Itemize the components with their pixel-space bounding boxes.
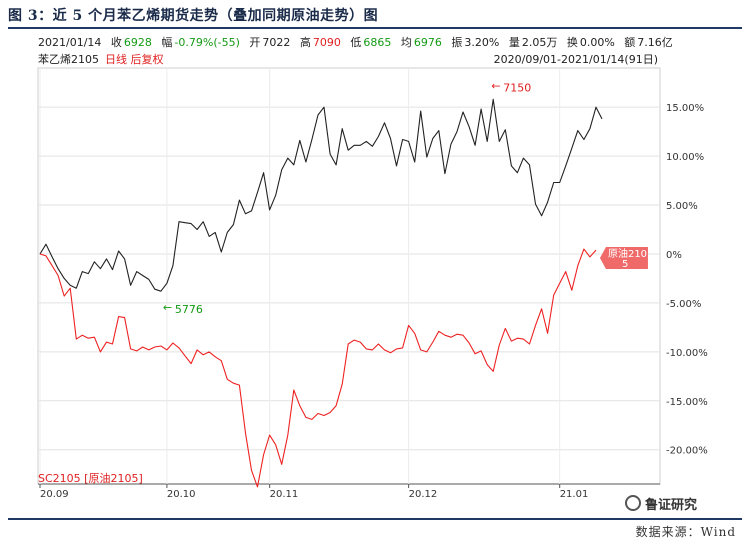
high-label: 高 — [299, 36, 311, 49]
y-tick-label: -10.00% — [666, 348, 708, 359]
y-tick-label: 5.00% — [666, 201, 698, 212]
x-tick-label: 20.11 — [270, 489, 299, 500]
open-label: 开 — [249, 36, 261, 49]
figure-title: 图 3：近 5 个月苯乙烯期货走势（叠加同期原油走势）图 — [8, 8, 379, 24]
x-tick-label: 20.10 — [167, 489, 196, 500]
series-lines — [39, 98, 603, 488]
high-value-label: 7150 — [503, 81, 531, 94]
quote-info-bar: 2021/01/14 收 6928 幅 -0.79%(-55) 开 7022 高 709… — [38, 34, 679, 50]
y-tick-label: 10.00% — [666, 152, 704, 163]
high-arrow-icon: ← — [491, 79, 500, 92]
x-tick-label: 21.01 — [560, 489, 589, 500]
y-tick-label: -5.00% — [666, 299, 701, 310]
y-tick-label: -15.00% — [666, 397, 708, 408]
date-range: 2020/09/01-2021/01/14(91日) — [493, 53, 658, 66]
oil-tag-label-1: 原油210 — [608, 247, 647, 260]
watermark: 鲁证研究 — [625, 494, 697, 513]
avg-label: 均 — [400, 36, 412, 49]
amplitude-value: 3.20% — [464, 36, 500, 49]
low-value: 6865 — [363, 36, 392, 49]
watermark-text: 鲁证研究 — [645, 498, 698, 513]
oil-tag-label-2: 5 — [622, 259, 628, 270]
amount-label: 额 — [624, 36, 636, 49]
amplitude-label: 振 — [451, 36, 463, 49]
oil-series-label: SC2105 [原油2105] — [38, 472, 143, 485]
oil-end-tag — [599, 247, 648, 270]
x-tick-label: 20.09 — [40, 489, 69, 500]
y-tick-label: 15.00% — [666, 103, 704, 114]
x-tick-labels: 20.09 20.10 20.11 20.12 21.01 — [40, 489, 588, 500]
legend-series-name: 苯乙烯2105 — [38, 53, 99, 66]
avg-value: 6976 — [413, 36, 442, 49]
data-source: 数据来源：Wind — [635, 525, 736, 539]
open-value: 7022 — [262, 36, 291, 49]
wechat-icon — [625, 495, 641, 511]
bottom-rule — [8, 518, 742, 520]
turnover-label: 换 — [566, 36, 578, 49]
change-value: -0.79%(-55) — [174, 36, 240, 49]
y-tick-label: -20.00% — [666, 446, 708, 457]
quote-date: 2021/01/14 — [38, 36, 102, 49]
low-label: 低 — [350, 36, 362, 49]
low-value-label: 5776 — [175, 303, 203, 316]
series-legend: 苯乙烯2105 日线 后复权 — [38, 51, 164, 67]
volume-label: 量 — [508, 36, 520, 49]
close-value: 6928 — [123, 36, 152, 49]
top-rule — [8, 27, 742, 29]
legend-mode: 日线 后复权 — [105, 53, 164, 66]
change-label: 幅 — [161, 36, 173, 49]
close-label: 收 — [110, 36, 122, 49]
y-tick-labels: 15.00% 10.00% 5.00% 0% -5.00% -10.00% -15.00% -… — [666, 103, 708, 457]
x-tick-label: 20.12 — [409, 489, 438, 500]
grid-lines — [37, 67, 661, 488]
volume-value: 2.05万 — [521, 36, 558, 49]
turnover-value: 0.00% — [579, 36, 615, 49]
oil-line — [39, 248, 597, 488]
high-value: 7090 — [312, 36, 341, 49]
y-tick-label: 0% — [666, 250, 682, 261]
styrene-line — [39, 98, 603, 292]
amount-value: 7.16亿 — [637, 36, 673, 49]
low-arrow-icon: ← — [163, 301, 172, 314]
